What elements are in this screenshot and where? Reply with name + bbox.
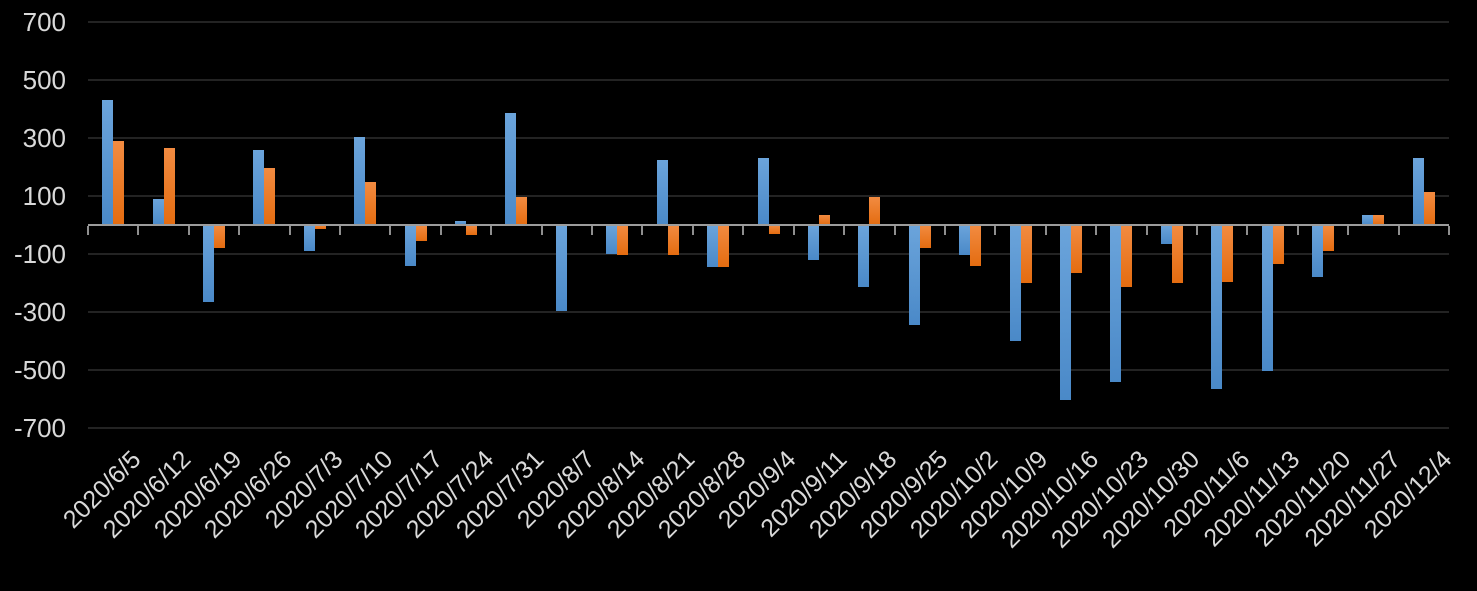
bar-series1-blue-2020-7-24 (455, 220, 467, 225)
gridline--300 (88, 311, 1449, 313)
bar-series1-blue-2020-10-23 (1110, 225, 1122, 382)
bar-series2-orange-2020-7-17 (415, 225, 427, 241)
x-axis-tick (1195, 226, 1198, 235)
x-axis-tick (439, 226, 442, 235)
bar-series2-orange-2020-7-31 (516, 197, 528, 225)
gridline-100 (88, 195, 1449, 197)
bar-series2-orange-2020-7-3 (314, 225, 326, 230)
bar-series1-blue-2020-6-12 (152, 198, 164, 225)
x-axis-tick (691, 226, 694, 235)
x-axis-tick (1397, 226, 1400, 235)
x-axis-tick (137, 226, 140, 235)
bar-series2-orange-2020-9-4 (768, 225, 780, 234)
bar-series2-orange-2020-10-2 (970, 225, 982, 266)
x-axis-tick (843, 226, 846, 235)
y-axis-label: -100 (13, 239, 66, 269)
x-axis-tick (187, 226, 190, 235)
bar-series1-blue-2020-6-19 (203, 225, 215, 302)
bar-series1-blue-2020-6-26 (253, 149, 265, 225)
bar-series2-orange-2020-11-6 (1222, 225, 1234, 282)
bar-series2-orange-2020-7-10 (365, 181, 377, 225)
x-axis-tick (339, 226, 342, 235)
gridline--100 (88, 253, 1449, 255)
bar-series2-orange-2020-6-26 (264, 168, 276, 225)
bar-series2-orange-2020-12-4 (1423, 191, 1435, 225)
bar-series1-blue-2020-11-6 (1211, 225, 1223, 389)
bar-series2-orange-2020-6-12 (163, 148, 175, 225)
x-axis-tick (994, 226, 997, 235)
gridline-300 (88, 137, 1449, 139)
x-axis-tick (1044, 226, 1047, 235)
x-axis-tick (1448, 226, 1450, 235)
bar-series2-orange-2020-11-20 (1322, 225, 1334, 252)
bar-series1-blue-2020-9-25 (908, 225, 920, 326)
gridline-700 (88, 21, 1449, 23)
bar-series2-orange-2020-6-19 (214, 225, 226, 249)
x-axis-tick (87, 226, 89, 235)
bar-series1-blue-2020-8-28 (707, 225, 719, 268)
bar-series1-blue-2020-9-11 (807, 225, 819, 260)
x-axis-tick (792, 226, 795, 235)
x-axis-tick (591, 226, 594, 235)
bar-series1-blue-2020-7-17 (404, 225, 416, 266)
bar-series2-orange-2020-10-9 (1020, 225, 1032, 283)
bar-series1-blue-2020-11-13 (1261, 225, 1273, 372)
bar-series1-blue-2020-11-27 (1362, 214, 1374, 225)
x-axis-tick (288, 226, 291, 235)
bar-series2-orange-2020-10-16 (1070, 225, 1082, 273)
bar-series1-blue-2020-10-30 (1160, 225, 1172, 244)
y-axis-label: 700 (22, 7, 66, 37)
x-axis-tick (641, 226, 644, 235)
bar-series1-blue-2020-8-7 (555, 225, 567, 311)
bar-series1-blue-2020-12-4 (1412, 158, 1424, 225)
bar-series2-orange-2020-9-25 (919, 225, 931, 249)
y-axis-label: -300 (13, 297, 66, 327)
bar-series1-blue-2020-6-5 (102, 100, 114, 225)
bar-series1-blue-2020-7-31 (505, 113, 517, 225)
bar-series1-blue-2020-8-14 (606, 225, 618, 254)
y-axis-label: 100 (22, 181, 66, 211)
x-axis-tick (1095, 226, 1098, 235)
x-axis-tick (742, 226, 745, 235)
bar-series1-blue-2020-9-4 (757, 158, 769, 225)
bar-series2-orange-2020-6-5 (113, 140, 125, 225)
bar-series1-blue-2020-10-2 (959, 225, 971, 256)
x-axis-tick (389, 226, 392, 235)
y-axis-label: -700 (13, 413, 66, 443)
bar-series2-orange-2020-9-11 (818, 214, 830, 225)
bar-series1-blue-2020-7-3 (303, 225, 315, 252)
x-axis-tick (893, 226, 896, 235)
y-axis-label: 300 (22, 123, 66, 153)
bar-series1-blue-2020-7-10 (354, 136, 366, 225)
x-axis-tick (1296, 226, 1299, 235)
bar-series1-blue-2020-8-21 (656, 159, 668, 225)
bar-series2-orange-2020-7-24 (466, 225, 478, 236)
bar-series2-orange-2020-10-30 (1171, 225, 1183, 283)
x-axis-line (88, 224, 1449, 226)
bar-series2-orange-2020-11-27 (1373, 214, 1385, 225)
x-axis-tick (1246, 226, 1249, 235)
x-axis-tick (540, 226, 543, 235)
gridline--500 (88, 369, 1449, 371)
x-axis-tick (1347, 226, 1350, 235)
bar-series1-blue-2020-9-18 (858, 225, 870, 288)
bar-series2-orange-2020-10-23 (1121, 225, 1133, 288)
x-axis-tick (1145, 226, 1148, 235)
x-axis-tick (238, 226, 241, 235)
bar-series2-orange-2020-9-18 (869, 197, 881, 225)
bar-series2-orange-2020-8-28 (718, 225, 730, 268)
x-axis-tick (943, 226, 946, 235)
gridline--700 (88, 427, 1449, 429)
bar-series1-blue-2020-10-16 (1059, 225, 1071, 401)
y-axis-label: 500 (22, 65, 66, 95)
x-axis-tick (490, 226, 493, 235)
bar-series2-orange-2020-8-14 (617, 225, 629, 256)
gridline-500 (88, 79, 1449, 81)
bar-series1-blue-2020-10-9 (1009, 225, 1021, 341)
bar-series2-orange-2020-11-13 (1272, 225, 1284, 265)
bar-series1-blue-2020-11-20 (1311, 225, 1323, 278)
bar-series2-orange-2020-8-21 (667, 225, 679, 256)
y-axis-label: -500 (13, 355, 66, 385)
